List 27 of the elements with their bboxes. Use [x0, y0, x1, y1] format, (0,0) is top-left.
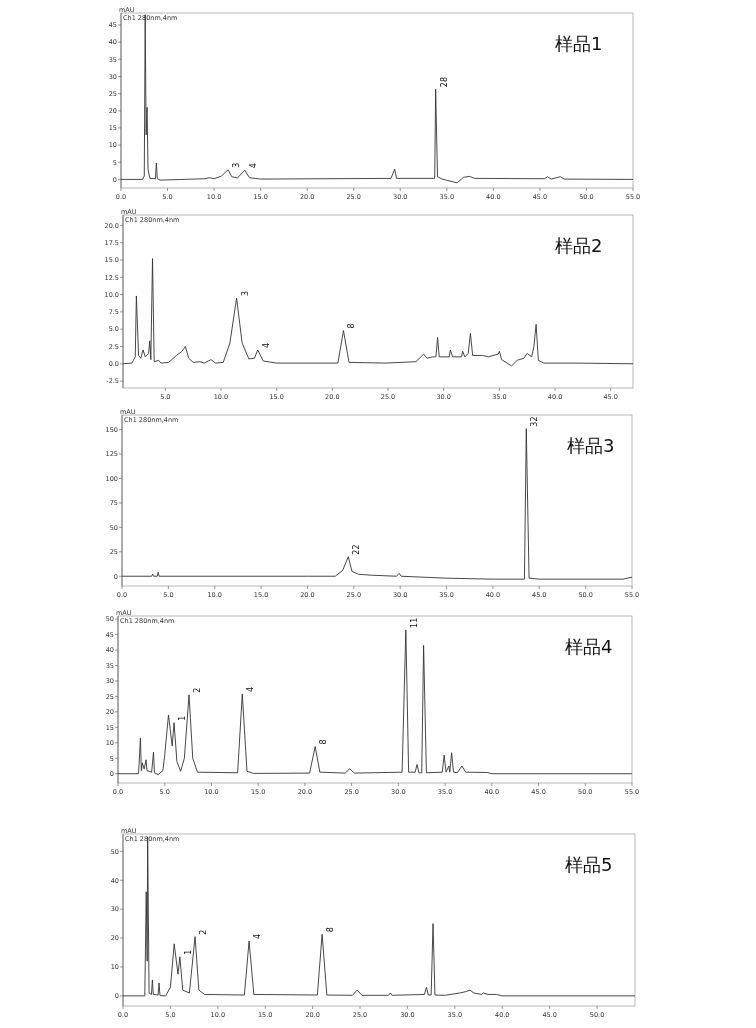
annotation: 3: [240, 290, 250, 297]
text: 样品2: [555, 235, 603, 256]
annotation: 28: [439, 76, 449, 88]
annotation: 2: [193, 687, 203, 693]
annotation: 22: [352, 544, 362, 555]
annotation: 3: [232, 162, 242, 168]
annotation: 8: [326, 927, 336, 933]
annotation: 4: [253, 933, 263, 939]
annotation: 1: [183, 949, 193, 955]
line-series: [121, 14, 633, 184]
annotation: 32: [530, 416, 540, 427]
line-series: [123, 258, 633, 367]
annotation: 8: [347, 323, 357, 329]
annotation: 4: [246, 686, 256, 692]
line-series: [118, 629, 632, 776]
line-series: [122, 428, 632, 580]
annotation: 11: [409, 617, 419, 628]
annotation: 4: [248, 163, 258, 169]
text: 样品1: [555, 33, 603, 54]
annotation: 8: [319, 739, 329, 745]
annotation: 2: [199, 929, 209, 935]
text: 样品4: [565, 636, 613, 657]
annotation: 4: [261, 342, 271, 348]
annotation: 1: [178, 715, 188, 721]
text: 样品5: [565, 854, 613, 875]
line-series: [123, 836, 635, 997]
text: 样品3: [567, 435, 615, 456]
